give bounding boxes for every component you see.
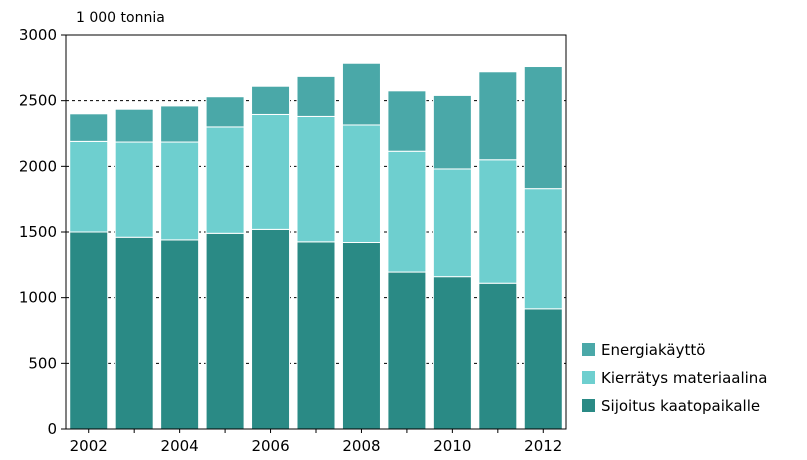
bar-segment <box>296 241 336 430</box>
bar-segment <box>523 66 563 190</box>
bar-segment <box>205 126 245 234</box>
bar-segment <box>205 96 245 128</box>
bar-segment <box>251 85 291 115</box>
bar-segment <box>114 236 154 430</box>
y-tick-label: 500 <box>28 354 57 372</box>
bar-segment <box>432 276 472 430</box>
bar-segment <box>296 115 336 243</box>
x-tick-label: 2012 <box>524 437 562 455</box>
bar-segment <box>478 282 518 430</box>
bar-segment <box>387 271 427 430</box>
y-tick-label: 3000 <box>19 26 57 44</box>
bar-segment <box>251 228 291 430</box>
bar-segment <box>387 150 427 273</box>
x-tick-label: 2010 <box>433 437 471 455</box>
y-tick-label: 1500 <box>19 223 57 241</box>
unit-label: 1 000 tonnia <box>76 10 165 26</box>
bar-segment <box>251 113 291 230</box>
y-tick-label: 2500 <box>19 92 57 110</box>
bar-segment <box>478 71 518 161</box>
legend-swatch <box>582 399 595 412</box>
bar-segment <box>341 62 381 126</box>
y-tick-label: 1000 <box>19 289 57 307</box>
bar-segment <box>387 90 427 152</box>
bar-segment <box>205 232 245 430</box>
x-tick-label: 2008 <box>342 437 380 455</box>
x-tick-label: 2004 <box>161 437 199 455</box>
bar-segment <box>114 141 154 238</box>
legend-label: Kierrätys materiaalina <box>601 369 768 387</box>
legend-swatch <box>582 343 595 356</box>
legend-label: Sijoitus kaatopaikalle <box>601 397 760 415</box>
bar-segment <box>523 188 563 310</box>
bar-segment <box>69 113 109 142</box>
bar-segment <box>432 94 472 170</box>
y-tick-label: 2000 <box>19 157 57 175</box>
x-axis-ticks: 2002 2004 2006 2008 2010 2012 <box>70 429 562 455</box>
legend-label: Energiakäyttö <box>601 341 705 359</box>
bar-segment <box>160 141 200 241</box>
bar-segment <box>160 105 200 143</box>
bar-segment <box>160 239 200 430</box>
x-tick-label: 2002 <box>70 437 108 455</box>
bar-segment <box>114 108 154 143</box>
bar-segment <box>296 75 336 117</box>
y-tick-label: 0 <box>47 420 57 438</box>
legend-swatch <box>582 371 595 384</box>
legend: Energiakäyttö Kierrätys materiaalina Sijoi… <box>582 341 768 415</box>
bar-segment <box>341 242 381 430</box>
bar-segment <box>69 140 109 233</box>
x-tick-label: 2006 <box>251 437 289 455</box>
bar-segment <box>341 124 381 244</box>
bar-segment <box>478 159 518 284</box>
bars <box>69 62 563 430</box>
bar-segment <box>523 308 563 430</box>
y-axis-ticks: 0 500 1000 1500 2000 2500 3000 <box>19 26 66 438</box>
bar-segment <box>69 231 109 430</box>
bar-segment <box>432 168 472 278</box>
